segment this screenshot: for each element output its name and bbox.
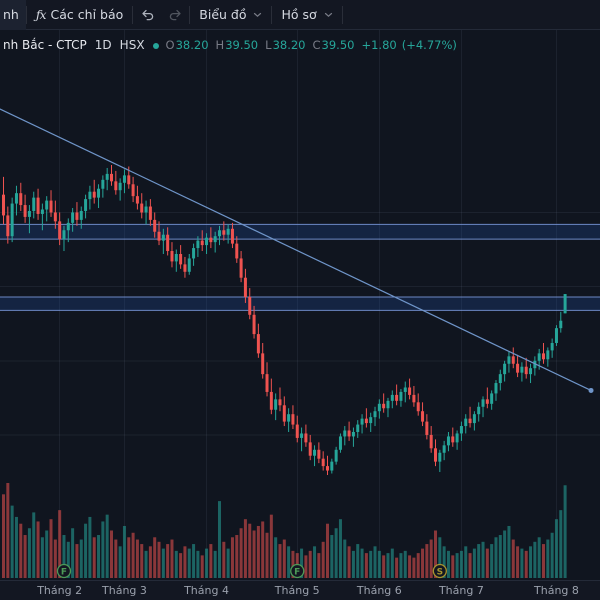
toolbar-separator: [271, 5, 273, 24]
high-readout: H39.50: [215, 38, 259, 52]
time-axis-month-label: Tháng 6: [356, 584, 402, 597]
trendline-drawing[interactable]: [0, 108, 594, 393]
indicators-label: Các chỉ báo: [50, 7, 124, 22]
low-readout: L38.20: [265, 38, 306, 52]
svg-text:F: F: [61, 568, 67, 578]
undo-icon[interactable]: [133, 0, 161, 30]
time-axis-month-label: Tháng 8: [534, 584, 579, 597]
profile-menu-label: Hồ sơ: [281, 7, 317, 22]
symbol-title[interactable]: nh Bắc - CTCP: [3, 38, 87, 52]
time-axis[interactable]: Tháng 2 Tháng 3 Tháng 4 Tháng 5 Tháng 6 Tháng…: [0, 580, 600, 600]
chart-menu-label: Biểu đồ: [199, 7, 247, 22]
change-value: +1.80: [361, 38, 397, 52]
toolbar-separator: [132, 5, 134, 24]
toolbar-separator: [25, 5, 27, 24]
time-axis-month-label: Tháng 5: [274, 584, 320, 597]
chevron-down-icon: [254, 12, 262, 18]
svg-text:F: F: [294, 568, 300, 578]
time-axis-month-label: Tháng 2: [37, 584, 83, 597]
event-marker-s[interactable]: S: [432, 563, 447, 579]
symbol-legend: nh Bắc - CTCP 1D HSX O38.20 H39.50 L38.2…: [3, 37, 462, 53]
exchange-label[interactable]: HSX: [119, 38, 145, 52]
svg-text:S: S: [437, 568, 443, 578]
toolbar-separator: [341, 5, 343, 24]
time-axis-month-label: Tháng 3: [102, 584, 147, 597]
time-axis-month-label: Tháng 4: [184, 584, 229, 597]
toolbar-partial-label: nh: [3, 7, 19, 22]
profile-menu-button[interactable]: Hồ sơ: [272, 0, 341, 30]
chevron-down-icon: [324, 12, 332, 18]
indicators-button[interactable]: ƒx Các chỉ báo: [27, 0, 132, 30]
time-axis-month-label: Tháng 7: [438, 584, 484, 597]
interval-value[interactable]: 1D: [94, 38, 112, 52]
market-status-dot: [152, 42, 159, 49]
top-toolbar: nh ƒx Các chỉ báo Biểu đồ: [0, 0, 600, 30]
fx-icon: ƒx: [35, 7, 47, 22]
close-readout: C39.50: [312, 38, 355, 52]
event-marker-f[interactable]: F: [56, 563, 72, 579]
toolbar-partial-button[interactable]: nh: [0, 0, 26, 30]
open-readout: O38.20: [165, 38, 209, 52]
toolbar-separator: [189, 5, 191, 24]
ohlc-readout: O38.20 H39.50 L38.20 C39.50 +1.80 (+4.77…: [166, 37, 462, 53]
redo-icon[interactable]: [161, 0, 189, 30]
chart-menu-button[interactable]: Biểu đồ: [190, 0, 271, 30]
volume-bars: [2, 483, 567, 578]
change-percent-value: (+4.77%): [401, 38, 457, 52]
price-zone-drawings[interactable]: [0, 223, 600, 311]
candlesticks: [2, 165, 567, 475]
event-marker-f[interactable]: F: [290, 563, 305, 579]
chart-grid: [0, 30, 600, 578]
